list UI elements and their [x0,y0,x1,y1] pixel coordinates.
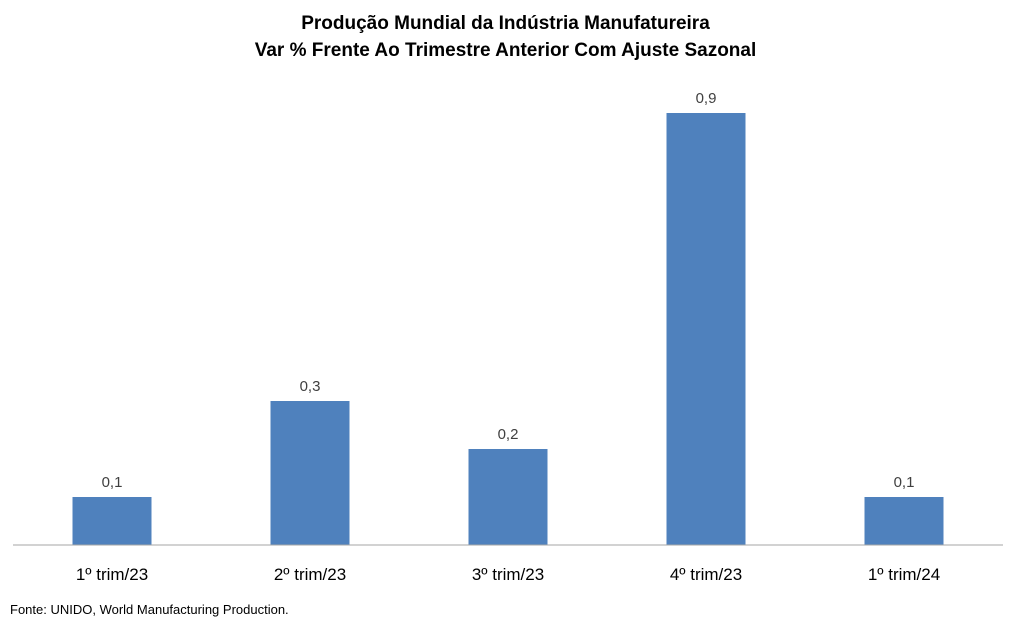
data-label-5: 0,1 [894,474,915,491]
x-tick-label-1: 1º trim/23 [76,565,148,584]
chart-subtitle: Var % Frente Ao Trimestre Anterior Com A… [254,40,757,61]
data-label-3: 0,2 [498,426,519,443]
bar-1 [72,497,152,545]
x-tick-label-5: 1º trim/24 [868,565,940,584]
chart-title-block: Produção Mundial da Indústria Manufature… [0,10,1011,64]
data-label-2: 0,3 [300,378,321,395]
x-tick-label-4: 4º trim/23 [670,565,742,584]
bar-4 [666,113,746,545]
bar-3 [468,449,548,545]
bar-2 [270,401,350,545]
x-tick-label-2: 2º trim/23 [274,565,346,584]
data-label-1: 0,1 [102,474,123,491]
source-note: Fonte: UNIDO, World Manufacturing Produc… [10,602,289,617]
x-tick-label-3: 3º trim/23 [472,565,544,584]
bar-5 [864,497,944,545]
chart-title: Produção Mundial da Indústria Manufature… [301,13,710,34]
data-label-4: 0,9 [696,90,717,107]
